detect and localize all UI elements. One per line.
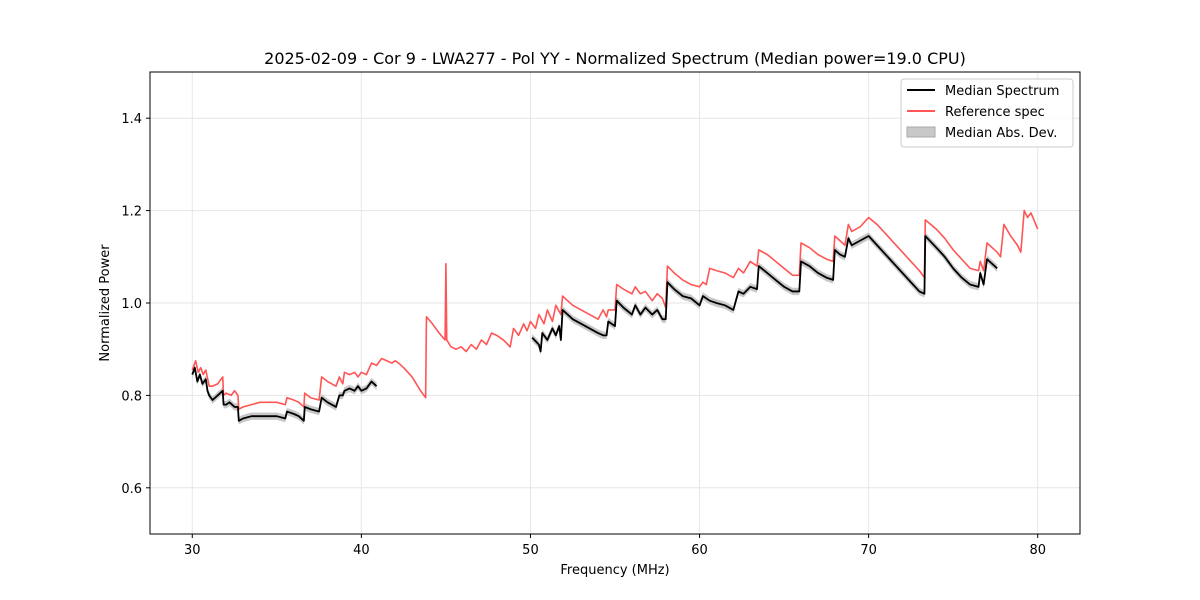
x-tick-label: 70: [860, 543, 877, 558]
legend: Median Spectrum Reference spec Median Ab…: [900, 78, 1074, 148]
reference-spectrum-line: [191, 209, 1039, 411]
chart-title: 2025-02-09 - Cor 9 - LWA277 - Pol YY - N…: [264, 49, 966, 68]
y-tick-label: 0.8: [121, 389, 142, 404]
x-tick-label: 30: [184, 543, 201, 558]
median-spectrum-line: [191, 366, 378, 422]
plot-area: [191, 209, 1039, 425]
y-tick-label: 1.4: [121, 112, 142, 127]
y-tick-label: 1.2: [121, 205, 142, 220]
mad-band-segment: [192, 363, 377, 425]
legend-mad-label: Median Abs. Dev.: [945, 126, 1057, 141]
y-tick-label: 1.0: [121, 297, 142, 312]
axis-ticks: 30 40 50 60 70 80 0.6 0.8 1.0 1.2 1.4: [121, 112, 1046, 558]
median-spectrum-line: [531, 235, 998, 353]
y-tick-label: 0.6: [121, 482, 142, 497]
legend-median-label: Median Spectrum: [945, 84, 1059, 99]
x-axis-label: Frequency (MHz): [560, 563, 669, 578]
legend-mad-swatch: [906, 126, 936, 138]
x-tick-label: 40: [353, 543, 370, 558]
x-tick-label: 80: [1029, 543, 1046, 558]
x-tick-label: 60: [691, 543, 708, 558]
x-tick-label: 50: [522, 543, 539, 558]
legend-reference-label: Reference spec: [945, 105, 1045, 120]
y-axis-label: Normalized Power: [98, 244, 113, 362]
legend-box: [900, 78, 1074, 148]
